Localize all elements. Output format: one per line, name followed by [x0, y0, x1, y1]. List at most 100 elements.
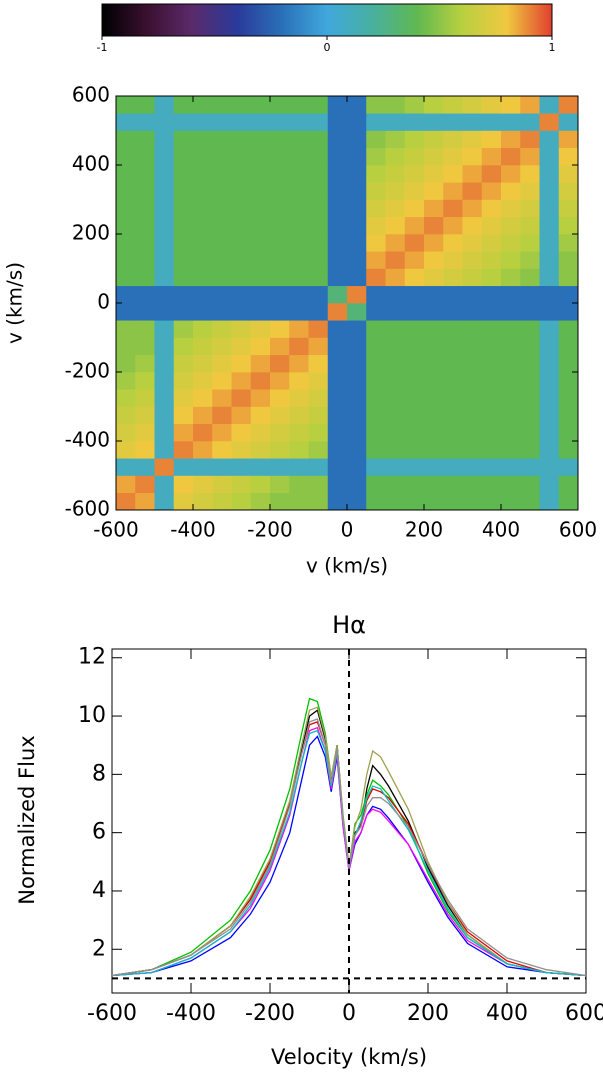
- y-tick-label: 0: [97, 290, 110, 314]
- heatmap-cell: [193, 406, 213, 425]
- colorbar-tick-label: -1: [97, 41, 108, 54]
- heatmap-cell: [501, 303, 521, 321]
- heatmap-cell: [250, 165, 271, 183]
- heatmap-cell: [539, 423, 560, 442]
- heatmap-cell: [116, 303, 136, 321]
- heatmap-cell: [327, 147, 348, 166]
- heatmap-cell: [327, 458, 348, 476]
- heatmap-cell: [212, 389, 232, 407]
- heatmap-cell: [270, 337, 290, 356]
- heatmap-cell: [347, 320, 367, 338]
- heatmap-cell: [270, 320, 290, 338]
- heatmap-cell: [443, 337, 463, 356]
- heatmap-cell: [385, 130, 406, 149]
- heatmap-cell: [424, 458, 444, 476]
- y-tick-label: 6: [92, 820, 106, 845]
- heatmap-cell: [135, 423, 155, 442]
- heatmap-cell: [231, 147, 252, 166]
- heatmap-cell: [173, 372, 194, 390]
- heatmap-cell: [231, 458, 252, 476]
- heatmap-cell: [327, 475, 348, 494]
- heatmap-cell: [539, 182, 560, 200]
- heatmap-cell: [231, 389, 252, 407]
- heatmap-cell: [250, 389, 271, 407]
- heatmap-cell: [424, 372, 444, 390]
- heatmap-cell: [193, 216, 213, 235]
- heatmap-cell: [424, 303, 444, 321]
- y-tick-label: 4: [92, 878, 106, 903]
- heatmap-cell: [443, 320, 463, 338]
- heatmap-y-label: v (km/s): [3, 262, 27, 344]
- heatmap-cell: [173, 320, 194, 338]
- heatmap-cell: [539, 216, 560, 235]
- heatmap-cell: [154, 268, 175, 287]
- heatmap-cell: [308, 216, 329, 235]
- heatmap-cell: [116, 354, 136, 373]
- heatmap-cell: [212, 251, 232, 269]
- heatmap-cell: [289, 320, 309, 338]
- x-tick-label: -400: [166, 1001, 216, 1026]
- heatmap-cell: [539, 130, 560, 149]
- heatmap-cell: [385, 285, 406, 304]
- heatmap-cell: [212, 130, 232, 149]
- heatmap-cell: [443, 475, 463, 494]
- heatmap-cell: [539, 147, 560, 166]
- heatmap-cell: [173, 492, 194, 511]
- heatmap-cell: [347, 406, 367, 425]
- heatmap-cell: [501, 441, 521, 459]
- heatmap-cell: [424, 199, 444, 218]
- heatmap-cell: [289, 216, 309, 235]
- heatmap-cell: [327, 199, 348, 218]
- heatmap-cell: [424, 492, 444, 511]
- heatmap-cell: [424, 285, 444, 304]
- heatmap-cell: [250, 320, 271, 338]
- heatmap-cell: [212, 199, 232, 218]
- heatmap-cell: [116, 406, 136, 425]
- heatmap-cell: [385, 96, 406, 114]
- heatmap-cell: [539, 113, 560, 131]
- heatmap-cell: [520, 475, 540, 494]
- heatmap-cell: [385, 320, 406, 338]
- x-tick-label: -200: [245, 1001, 295, 1026]
- heatmap-cell: [520, 182, 540, 200]
- heatmap-cell: [443, 303, 463, 321]
- x-tick-label: 400: [486, 1001, 528, 1026]
- heatmap-cell: [462, 216, 483, 235]
- heatmap-cell: [347, 165, 367, 183]
- heatmap-cell: [212, 372, 232, 390]
- heatmap-cell: [270, 182, 290, 200]
- heatmap-cell: [424, 130, 444, 149]
- heatmap-cell: [327, 182, 348, 200]
- heatmap-cell: [347, 441, 367, 459]
- heatmap-cell: [366, 182, 386, 200]
- heatmap-cell: [173, 337, 194, 356]
- heatmap-cell: [212, 441, 232, 459]
- heatmap-cell: [270, 303, 290, 321]
- heatmap-cell: [154, 165, 175, 183]
- heatmap-cell: [520, 216, 540, 235]
- heatmap-cell: [366, 320, 386, 338]
- heatmap-cell: [385, 372, 406, 390]
- heatmap-cell: [462, 96, 483, 114]
- heatmap-cell: [443, 182, 463, 200]
- heatmap-cell: [270, 372, 290, 390]
- heatmap-cell: [481, 320, 502, 338]
- heatmap-cell: [520, 441, 540, 459]
- heatmap-cell: [462, 354, 483, 373]
- heatmap-cell: [212, 182, 232, 200]
- heatmap-cell: [289, 475, 309, 494]
- heatmap-cell: [404, 251, 425, 269]
- heatmap-cell: [270, 458, 290, 476]
- heatmap-cell: [135, 96, 155, 114]
- heatmap-cell: [366, 372, 386, 390]
- heatmap-cell: [366, 130, 386, 149]
- heatmap-cell: [558, 389, 579, 407]
- heatmap-cell: [212, 303, 232, 321]
- heatmap-cell: [558, 234, 579, 252]
- heatmap-cell: [539, 372, 560, 390]
- heatmap-cell: [366, 354, 386, 373]
- heatmap-cell: [539, 199, 560, 218]
- heatmap-cell: [154, 406, 175, 425]
- heatmap-cell: [135, 113, 155, 131]
- heatmap-cell: [385, 216, 406, 235]
